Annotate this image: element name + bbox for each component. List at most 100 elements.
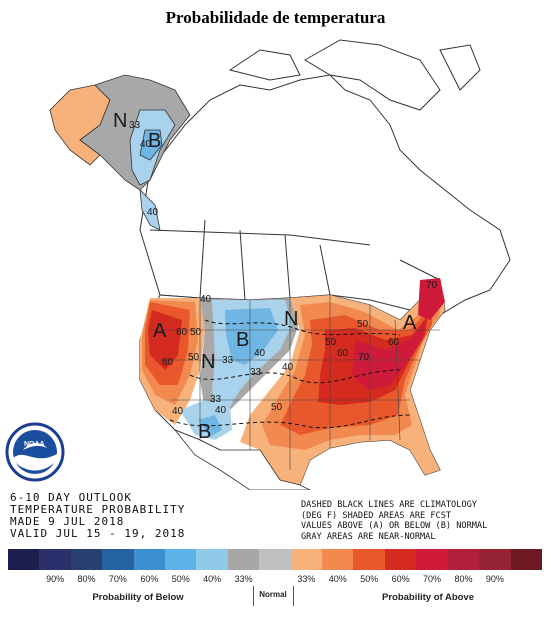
alaska-below-40 xyxy=(139,129,163,161)
map-label-n-central: N xyxy=(201,351,215,373)
contour-label: 60 xyxy=(388,337,400,348)
legend-swatch xyxy=(416,549,448,570)
contour-label: 70 xyxy=(426,280,438,291)
legend-swatch xyxy=(479,549,511,570)
legend-tick: 50% xyxy=(171,574,190,584)
arctic-islands xyxy=(228,39,481,111)
climatology-line xyxy=(204,319,401,336)
info-line: TEMPERATURE PROBABILITY xyxy=(10,503,186,516)
note-line: VALUES ABOVE (A) OR BELOW (B) NORMAL xyxy=(301,521,488,531)
east-above-80 xyxy=(418,278,445,320)
map-label-n-north: N xyxy=(284,308,298,330)
west-above-60 xyxy=(148,310,182,370)
info-line: MADE 9 JUL 2018 xyxy=(10,515,125,528)
legend-tick: 70% xyxy=(108,574,127,584)
state-lines xyxy=(150,295,440,470)
climatology-lines xyxy=(169,319,411,429)
legend-tick: 80% xyxy=(77,574,96,584)
east-above-70 xyxy=(352,320,426,390)
legend-swatch xyxy=(353,549,385,570)
legend-swatch xyxy=(447,549,480,570)
contour-label: 40 xyxy=(200,294,212,305)
contour-label: 50 xyxy=(188,352,200,363)
contour-label: 50 xyxy=(190,327,202,338)
contour-label: 33 xyxy=(129,120,141,131)
legend-above-label: Probability of Above xyxy=(381,592,475,603)
noaa-logo-text: NOAA xyxy=(24,441,45,448)
outlook-map: N B A B N N B A 33 40 40 50 60 40 50 60 … xyxy=(5,39,511,490)
legend-tick: 40% xyxy=(203,574,222,584)
central-below-40 xyxy=(225,308,278,365)
base-map xyxy=(139,39,511,316)
legend-swatch xyxy=(70,549,103,570)
note-line: (DEG F) SHADED AREAS ARE FCST xyxy=(301,510,452,521)
map-label-b-south: B xyxy=(198,421,211,443)
legend-swatch xyxy=(165,549,197,570)
legend-below-label: Probability of Below xyxy=(92,592,184,603)
map-letters: N B A B N N B A xyxy=(113,110,417,443)
contour-label: 60 xyxy=(337,348,349,359)
legend-tick: 50% xyxy=(360,574,379,584)
contour-label: 33 xyxy=(250,367,262,378)
legend-swatch xyxy=(384,549,417,570)
state-line xyxy=(150,295,440,470)
note-line: GRAY AREAS ARE NEAR-NORMAL xyxy=(301,531,436,542)
noaa-logo-bird xyxy=(23,443,47,450)
legend-tick: 40% xyxy=(328,574,347,584)
legend-swatch xyxy=(39,549,71,570)
legend-tick: 33% xyxy=(234,574,253,584)
map-label-b-central: B xyxy=(236,329,249,351)
alaska xyxy=(49,74,191,231)
contour-label: 60 xyxy=(176,327,188,338)
contour-label: 50 xyxy=(325,337,337,348)
map-note: DASHED BLACK LINES ARE CLIMATOLOGY (DEG … xyxy=(301,500,487,542)
contour-label: 33 xyxy=(222,355,234,366)
legend-swatch xyxy=(196,549,228,570)
contour-label: 50 xyxy=(357,319,369,330)
legend-swatch xyxy=(322,549,354,570)
map-label-a-west: A xyxy=(153,320,167,342)
contour-label: 40 xyxy=(147,207,159,218)
contour-label: 40 xyxy=(254,348,266,359)
noaa-logo: NOAA xyxy=(5,422,65,482)
legend-tick: 90% xyxy=(46,574,65,584)
contour-label: 40 xyxy=(282,362,294,373)
contour-values: 33 40 40 50 60 40 50 60 33 40 33 40 50 6… xyxy=(129,120,438,417)
legend-labels: Probability of Below Normal Probability … xyxy=(8,586,542,608)
legend-swatch xyxy=(227,549,260,570)
contour-label: 40 xyxy=(140,139,152,150)
alaska-panhandle xyxy=(139,188,161,231)
info-line: VALID JUL 15 - 19, 2018 xyxy=(10,527,186,540)
canada-borders xyxy=(149,219,441,301)
legend-swatch xyxy=(290,549,323,570)
south-below-40 xyxy=(198,415,222,437)
legend-color-bar xyxy=(8,549,542,570)
legend-tick: 90% xyxy=(485,574,504,584)
legend-separator xyxy=(293,586,294,606)
contour-label: 50 xyxy=(271,402,283,413)
legend-tick: 60% xyxy=(140,574,159,584)
noaa-logo-wave xyxy=(13,454,57,471)
outlook-info: 6-10 DAY OUTLOOK TEMPERATURE PROBABILITY… xyxy=(10,492,185,540)
contour-label: 60 xyxy=(162,357,174,368)
legend-tick: 33% xyxy=(297,574,316,584)
climatology-line xyxy=(189,369,401,384)
contour-label: 33 xyxy=(210,394,222,405)
legend-swatch xyxy=(8,549,40,570)
contour-label: 40 xyxy=(172,406,184,417)
climatology-line xyxy=(169,414,411,429)
legend-normal-label: Normal xyxy=(259,590,287,599)
legend-tick: 70% xyxy=(423,574,442,584)
mexico-outline xyxy=(173,429,311,490)
legend-swatch xyxy=(133,549,166,570)
map-label-n-alaska: N xyxy=(113,110,127,132)
map-label-b-alaska: B xyxy=(148,130,161,152)
legend-swatch xyxy=(102,549,134,570)
canada-landmass xyxy=(139,74,511,316)
info-line: 6-10 DAY OUTLOOK xyxy=(10,491,132,504)
legend-swatch xyxy=(259,549,291,570)
note-line: DASHED BLACK LINES ARE CLIMATOLOGY xyxy=(301,500,477,510)
map-title: Probabilidade de temperatura xyxy=(165,8,386,27)
contour-label: 70 xyxy=(358,352,370,363)
legend-tick: 80% xyxy=(454,574,473,584)
